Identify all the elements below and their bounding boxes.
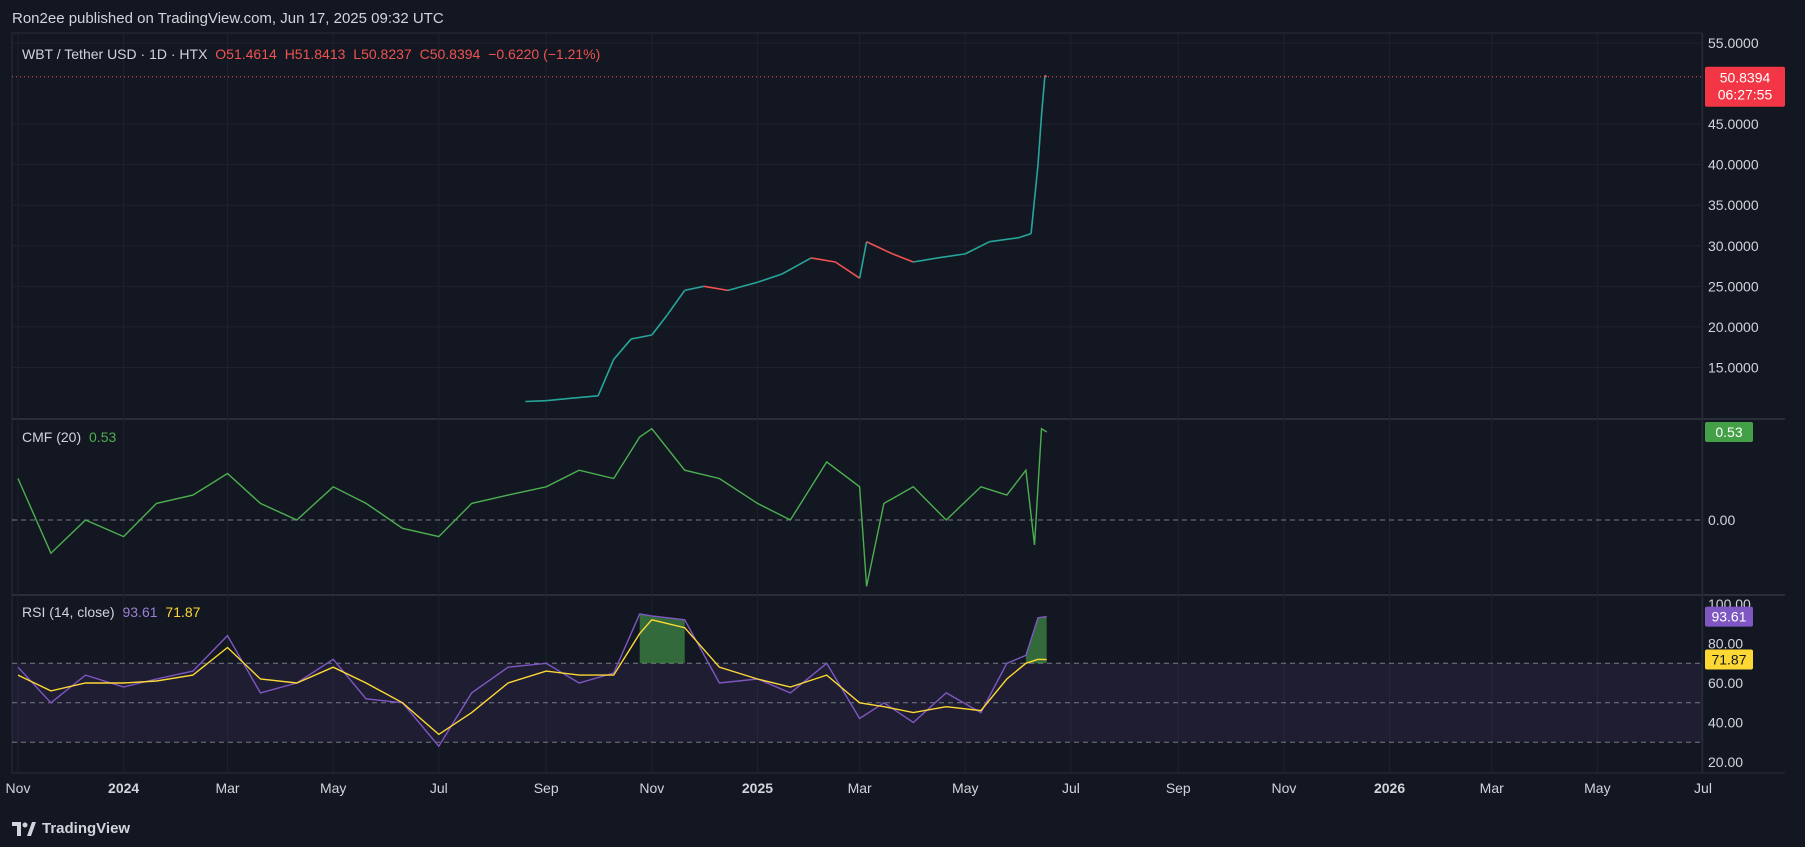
rsi-value: 93.61	[122, 604, 158, 620]
rsi-tick-label: 60.00	[1708, 675, 1743, 691]
x-tick-label: 2026	[1374, 780, 1405, 796]
price-segment	[630, 334, 652, 340]
price-segment	[1037, 115, 1043, 165]
cmf-badge	[1705, 422, 1753, 443]
low-value: L50.8237	[353, 46, 412, 62]
price-segment	[1030, 164, 1039, 234]
cmf-legend: CMF (20) 0.53	[22, 429, 120, 445]
price-segment	[546, 397, 571, 402]
price-segment	[781, 257, 812, 275]
x-tick-label: Sep	[1166, 780, 1191, 796]
footer: TradingView	[12, 820, 130, 837]
rsi-overbought-fill	[639, 613, 652, 664]
close-value: C50.8394	[419, 46, 481, 62]
tradingview-logo-icon	[12, 821, 36, 836]
price-segment	[525, 399, 547, 403]
price-segment	[597, 359, 615, 397]
open-value: O51.4614	[215, 46, 277, 62]
price-segment	[703, 285, 729, 292]
cmf-tick-label: 0.00	[1708, 512, 1735, 528]
price-badge-countdown: 06:27:55	[1718, 87, 1773, 103]
high-value: H51.8413	[284, 46, 346, 62]
x-tick-label: Nov	[639, 780, 664, 796]
price-segment	[858, 241, 868, 279]
cmf-value: 0.53	[89, 429, 117, 445]
x-tick-label: Jul	[1694, 780, 1712, 796]
price-tick-label: 30.0000	[1708, 238, 1759, 254]
price-segment	[834, 261, 861, 279]
rsi-overbought-fill	[1038, 616, 1047, 664]
price-segment	[570, 395, 599, 400]
cmf-label: CMF (20)	[22, 429, 82, 445]
price-tick-label: 25.0000	[1708, 278, 1759, 294]
x-tick-label: Mar	[215, 780, 239, 796]
price-segment	[937, 253, 966, 259]
price-segment	[757, 273, 782, 284]
plot-frame	[11, 32, 1703, 774]
published-header: Ron2ee published on TradingView.com, Jun…	[12, 10, 444, 27]
x-tick-label: Jul	[1062, 780, 1080, 796]
cmf-badge-value: 0.53	[1715, 424, 1742, 440]
rsi-overbought-fill	[651, 615, 685, 664]
x-tick-label: Jul	[430, 780, 448, 796]
x-tick-label: Mar	[1480, 780, 1504, 796]
x-tick-label: Nov	[1271, 780, 1296, 796]
price-segment	[964, 241, 990, 255]
price-segment	[1018, 232, 1032, 239]
x-tick-label: Nov	[6, 780, 31, 796]
symbol-label: WBT / Tether USD · 1D · HTX	[22, 46, 208, 62]
price-tick-label: 40.0000	[1708, 157, 1759, 173]
x-tick-label: May	[1584, 780, 1610, 796]
x-tick-label: 2025	[742, 780, 773, 796]
price-segment	[613, 338, 632, 360]
rsi-ma-badge-value: 71.87	[1711, 652, 1746, 668]
x-tick-label: May	[320, 780, 346, 796]
price-segment	[651, 314, 669, 336]
rsi-line	[17, 613, 1047, 748]
price-badge	[1705, 66, 1785, 107]
footer-brand: TradingView	[42, 820, 131, 837]
price-tick-label: 45.0000	[1708, 116, 1759, 132]
rsi-legend: RSI (14, close) 93.61 71.87	[22, 604, 204, 620]
price-segment	[892, 253, 914, 263]
price-segment	[666, 289, 686, 316]
cmf-line	[17, 427, 1048, 587]
price-tick-label: 55.0000	[1708, 35, 1759, 51]
x-tick-label: May	[952, 780, 978, 796]
rsi-ma-value: 71.87	[165, 604, 201, 620]
x-tick-label: Mar	[848, 780, 872, 796]
price-badge-value: 50.8394	[1720, 70, 1771, 86]
rsi-tick-label: 80.00	[1708, 636, 1743, 652]
rsi-tick-label: 20.00	[1708, 754, 1743, 770]
price-segment	[866, 240, 893, 255]
price-tick-label: 15.0000	[1708, 359, 1759, 375]
x-tick-label: Sep	[534, 780, 559, 796]
symbol-legend: WBT / Tether USD · 1D · HTX O51.4614 H51…	[22, 46, 604, 62]
price-tick-label: 35.0000	[1708, 197, 1759, 213]
price-segment	[1040, 75, 1046, 117]
price-segment	[811, 257, 836, 263]
price-segment	[913, 257, 938, 263]
x-tick-label: 2024	[108, 780, 139, 796]
price-segment	[727, 281, 758, 292]
rsi-label: RSI (14, close)	[22, 604, 115, 620]
rsi-badge-value: 93.61	[1711, 609, 1746, 625]
rsi-ma-line	[17, 619, 1047, 736]
change-value: −0.6220 (−1.21%)	[488, 46, 601, 62]
price-segment	[989, 236, 1020, 243]
rsi-badge	[1705, 606, 1753, 627]
rsi-tick-label: 40.00	[1708, 715, 1743, 731]
price-tick-label: 20.0000	[1708, 319, 1759, 335]
price-segment	[684, 285, 704, 292]
rsi-ma-badge	[1705, 649, 1753, 670]
price-segment	[1044, 74, 1048, 78]
